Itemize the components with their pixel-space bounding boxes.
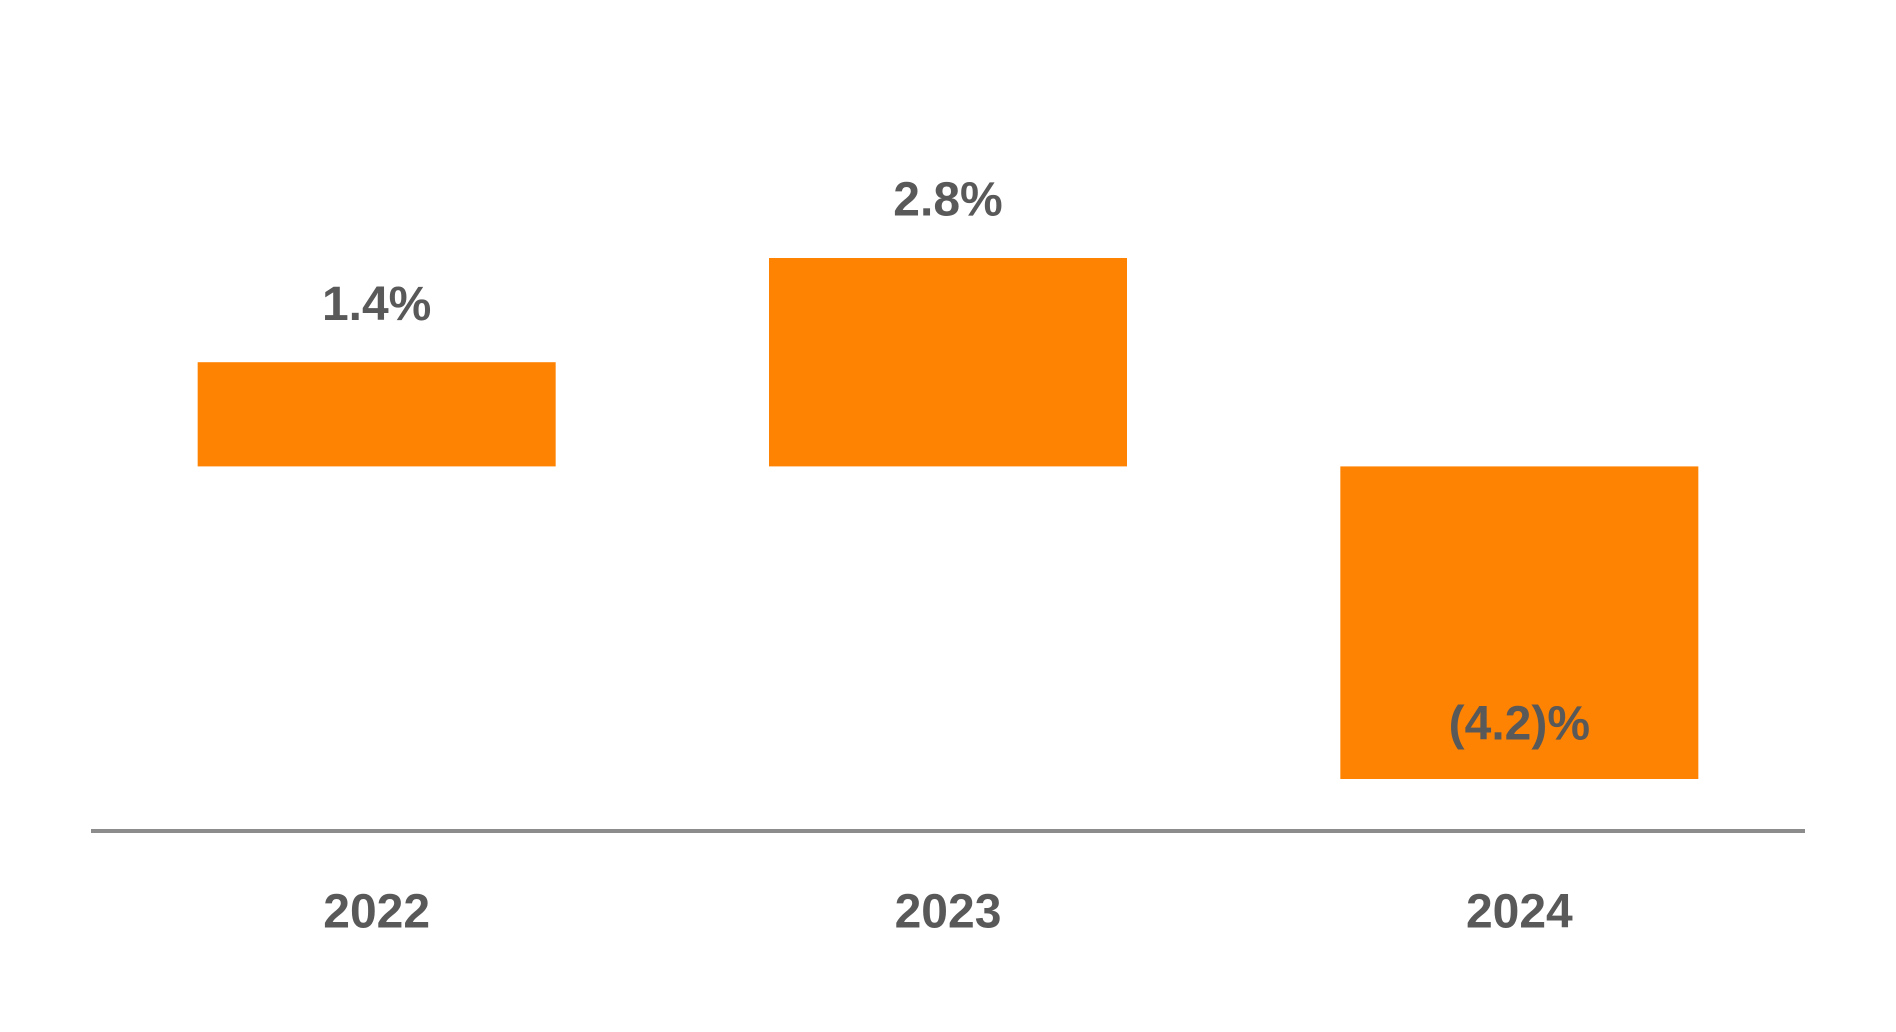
value-label: 2.8%: [893, 174, 1002, 227]
value-label: (4.2)%: [1449, 698, 1590, 751]
value-label: 1.4%: [322, 278, 431, 331]
x-tick-label: 2022: [323, 886, 430, 939]
x-tick-label: 2023: [895, 886, 1002, 939]
bar: [1340, 466, 1699, 779]
bar: [769, 258, 1127, 467]
bar: [197, 362, 556, 467]
x-tick-label: 2024: [1466, 886, 1573, 939]
